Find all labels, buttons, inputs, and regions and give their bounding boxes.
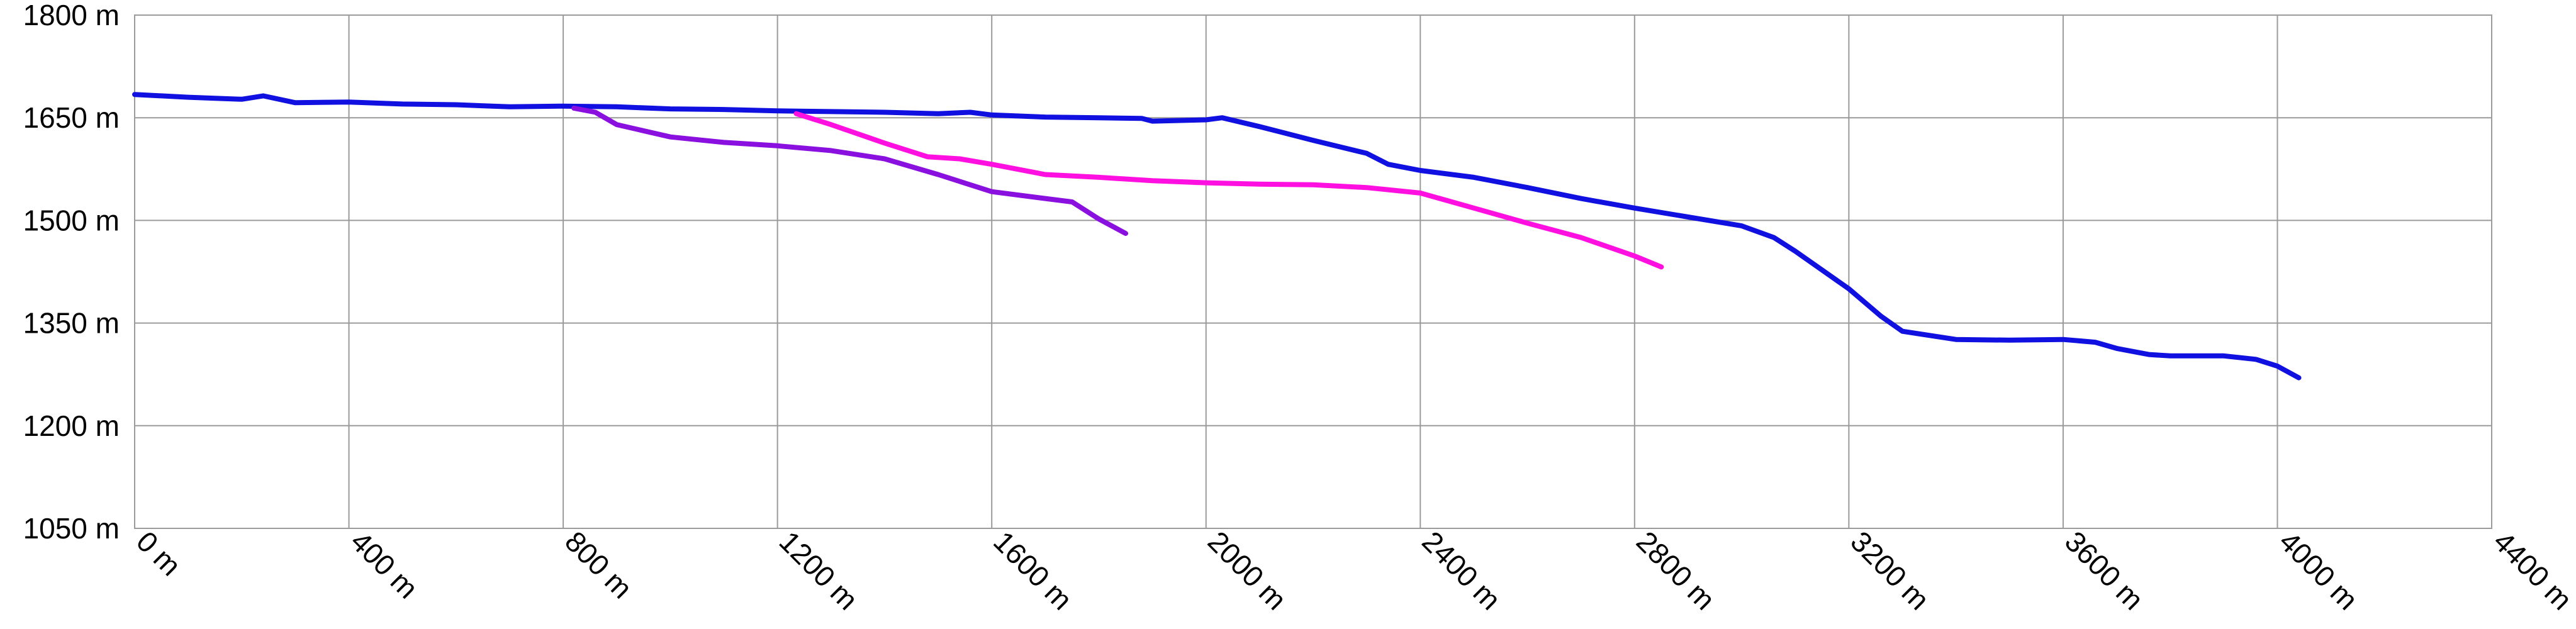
x-tick-label: 1200 m (773, 525, 865, 616)
x-tick-label: 4000 m (2273, 525, 2364, 616)
y-tick-label: 1800 m (23, 0, 120, 31)
y-tick-label: 1350 m (23, 307, 120, 340)
y-tick-label: 1650 m (23, 101, 120, 134)
y-tick-label: 1200 m (23, 409, 120, 442)
x-tick-label: 3200 m (1844, 525, 1935, 616)
x-grid-lines (134, 15, 2492, 528)
series-line-1 (793, 111, 1664, 270)
y-tick-labels: 1050 m 1200 m 1350 m 1500 m 1650 m 1800 m (23, 0, 120, 545)
series-lines (132, 92, 2302, 381)
x-tick-label: 1600 m (987, 525, 1078, 616)
plot-area-frame (134, 14, 2492, 529)
x-tick-label: 4400 m (2487, 525, 2576, 616)
y-grid-lines (135, 14, 2492, 529)
series-line-2 (571, 106, 1128, 237)
y-tick-label: 1500 m (23, 204, 120, 237)
x-tick-label: 3600 m (2059, 525, 2150, 616)
y-tick-label: 1050 m (23, 512, 120, 545)
x-tick-label: 2400 m (1416, 525, 1507, 616)
x-tick-label: 2000 m (1202, 525, 1293, 616)
x-tick-label: 800 m (559, 525, 639, 604)
x-tick-label: 400 m (344, 525, 424, 604)
x-tick-label: 0 m (130, 525, 188, 582)
x-tick-label: 2800 m (1630, 525, 1722, 616)
x-tick-labels: 0 m 400 m 800 m 1200 m 1600 m 2000 m 2400 m 280… (130, 525, 2576, 616)
series-line-0 (132, 92, 2302, 381)
